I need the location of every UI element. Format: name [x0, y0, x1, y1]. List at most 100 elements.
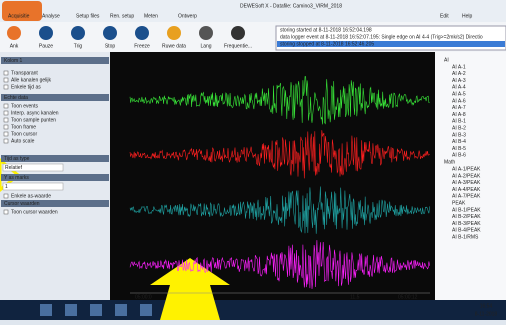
tree-item[interactable]: AI A-7/PEAK — [452, 194, 481, 200]
tab[interactable]: Setup files — [76, 13, 100, 19]
checkbox-label[interactable]: Toon sample punten — [11, 117, 56, 123]
toolbar-icon[interactable] — [199, 26, 213, 40]
tree-item[interactable]: AI B-2 — [452, 126, 466, 132]
tree-item[interactable]: AI B-1/PEAK — [452, 207, 481, 213]
tree-group[interactable]: Math — [444, 160, 455, 166]
checkbox[interactable] — [3, 77, 9, 83]
tree-group[interactable]: AI — [444, 57, 449, 63]
tree-item[interactable]: AI A-6 — [452, 98, 466, 104]
tree-item[interactable]: AI B-3/PEAK — [452, 221, 481, 227]
tree-item[interactable]: AI A-2/PEAK — [452, 173, 481, 179]
checkbox[interactable] — [3, 117, 9, 123]
log-line: data logger event at 8-11-2018 16:52:07.… — [280, 34, 483, 40]
tree-item[interactable]: AI A-3/PEAK — [452, 180, 481, 186]
tree-item[interactable]: AI A-5 — [452, 92, 466, 98]
toolbar-label[interactable]: Frequentie... — [224, 43, 252, 49]
panel-header-text: Cursor waarden — [4, 201, 40, 207]
help[interactable]: Help — [462, 13, 473, 19]
toolbar-icon[interactable] — [39, 26, 53, 40]
checkbox[interactable] — [3, 193, 9, 199]
toolbar-label[interactable]: Pauze — [39, 43, 53, 49]
title-bar — [0, 0, 506, 22]
toolbar-label[interactable]: Trig — [74, 43, 83, 49]
toolbar-icon[interactable] — [71, 26, 85, 40]
checkbox-label[interactable]: Interp. async kanalen — [11, 110, 59, 116]
toolbar-label[interactable]: Ank — [10, 43, 19, 49]
toolbar-icon[interactable] — [231, 26, 245, 40]
x-axis-label: 05:00:12 — [398, 294, 418, 300]
checkbox-label[interactable]: Enkele as-waarde — [11, 193, 51, 199]
signal-trace — [129, 186, 430, 234]
toolbar-label[interactable]: Lang — [200, 43, 211, 49]
tree-item[interactable]: PEAK — [452, 201, 466, 207]
toolbar-icon[interactable] — [135, 26, 149, 40]
tree-item[interactable]: AI B-4 — [452, 139, 466, 145]
signal-trace — [129, 240, 430, 290]
signal-trace — [129, 76, 430, 125]
checkbox[interactable] — [3, 84, 9, 90]
tree-item[interactable]: AI A-2 — [452, 71, 466, 77]
checkbox-label[interactable]: Alle kanalen gelijk — [11, 77, 52, 83]
toolbar-label[interactable]: Ruwe data — [162, 43, 186, 49]
checkbox-label[interactable]: Toon frame — [11, 124, 36, 130]
checkbox[interactable] — [3, 70, 9, 76]
x-axis-label: 05:00:0 — [135, 294, 152, 300]
taskbar-icon[interactable] — [90, 304, 102, 316]
tree-item[interactable]: AI B-4/PEAK — [452, 228, 481, 234]
tree-item[interactable]: AI A-1/PEAK — [452, 167, 481, 173]
taskbar-icon[interactable] — [65, 304, 77, 316]
checkbox-label[interactable]: Toon cursor waarden — [11, 209, 58, 215]
tree-item[interactable]: AI A-4/PEAK — [452, 187, 481, 193]
checkbox-label[interactable]: Enkele tijd as — [11, 84, 41, 90]
tree-item[interactable]: AI B-3 — [452, 132, 466, 138]
tab[interactable]: Meten — [144, 13, 158, 19]
panel-header — [1, 174, 109, 181]
dropdown[interactable] — [2, 182, 64, 191]
panel-header — [1, 155, 109, 162]
graph-area — [110, 52, 435, 300]
toolbar-icon[interactable] — [7, 26, 21, 40]
tree-item[interactable]: AI B-1/RMS — [452, 235, 479, 241]
taskbar-icon[interactable] — [40, 304, 52, 316]
panel-header — [1, 200, 109, 207]
dropdown[interactable] — [2, 163, 64, 172]
edit[interactable]: Edit — [440, 13, 449, 19]
tree-item[interactable]: AI A-8 — [452, 112, 466, 118]
checkbox-label[interactable]: Toon cursor — [11, 131, 37, 137]
checkbox[interactable] — [3, 103, 9, 109]
tree-item[interactable]: AI A-7 — [452, 105, 466, 111]
tree-item[interactable]: AI B-2/PEAK — [452, 214, 481, 220]
log-line: storing stopped at 8-11-2018 16:52:46.20… — [280, 41, 374, 47]
checkbox[interactable] — [3, 110, 9, 116]
checkbox[interactable] — [3, 209, 9, 215]
panel-header-text: Kolom 1 — [4, 58, 23, 64]
checkbox[interactable] — [3, 131, 9, 137]
x-axis-label: 11,5 — [350, 294, 360, 300]
taskbar-icon[interactable] — [115, 304, 127, 316]
toolbar-icon[interactable] — [103, 26, 117, 40]
dropdown-value[interactable]: 1 — [5, 184, 8, 190]
tab[interactable]: Ontwerp — [178, 13, 197, 19]
dropdown-value[interactable]: Relatief — [5, 165, 23, 171]
taskbar-icon[interactable] — [140, 304, 152, 316]
tree-item[interactable]: AI A-3 — [452, 78, 466, 84]
toolbar-label[interactable]: Freeze — [134, 43, 150, 49]
tree-item[interactable]: AI B-1 — [452, 119, 466, 125]
tree-item[interactable]: AI B-5 — [452, 146, 466, 152]
checkbox[interactable] — [3, 138, 9, 144]
tree-item[interactable]: AI B-6 — [452, 153, 466, 159]
toolbar-label[interactable]: Stop — [105, 43, 116, 49]
checkbox-label[interactable]: Auto scale — [11, 138, 35, 144]
tab[interactable]: Analyse — [42, 13, 60, 19]
acquire-tab[interactable] — [2, 1, 42, 21]
checkbox[interactable] — [3, 124, 9, 130]
tab[interactable]: Acquisitie — [8, 13, 30, 19]
checkbox-label[interactable]: Toon events — [11, 103, 38, 109]
tab[interactable]: Ren. setup — [110, 13, 134, 19]
toolbar-icon[interactable] — [167, 26, 181, 40]
tree-item[interactable]: AI A-4 — [452, 85, 466, 91]
checkbox-label[interactable]: Transparant — [11, 70, 38, 76]
tree-item[interactable]: AI A-1 — [452, 64, 466, 70]
panel-header-text: Y as marks — [4, 175, 29, 181]
